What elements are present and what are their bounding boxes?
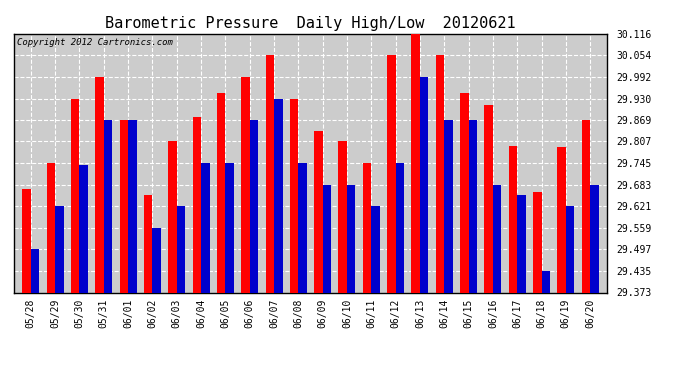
Bar	[509, 146, 518, 292]
Bar	[395, 163, 404, 292]
Bar	[420, 77, 428, 292]
Bar	[22, 189, 31, 292]
Bar	[363, 163, 371, 292]
Bar	[201, 163, 210, 292]
Bar	[323, 184, 331, 292]
Bar	[55, 206, 63, 292]
Bar	[484, 105, 493, 292]
Bar	[168, 141, 177, 292]
Bar	[436, 56, 444, 292]
Bar	[542, 271, 550, 292]
Bar	[226, 163, 234, 292]
Bar	[314, 130, 323, 292]
Bar	[47, 163, 55, 292]
Bar	[193, 117, 201, 292]
Bar	[566, 206, 574, 292]
Bar	[250, 120, 258, 292]
Bar	[79, 165, 88, 292]
Bar	[558, 147, 566, 292]
Bar	[177, 206, 185, 292]
Bar	[371, 206, 380, 292]
Bar	[152, 228, 161, 292]
Bar	[493, 184, 502, 292]
Bar	[387, 56, 395, 292]
Bar	[582, 120, 590, 292]
Bar	[95, 77, 104, 292]
Bar	[347, 184, 355, 292]
Bar	[290, 99, 298, 292]
Bar	[339, 141, 347, 292]
Bar	[274, 99, 282, 292]
Bar	[518, 195, 526, 292]
Title: Barometric Pressure  Daily High/Low  20120621: Barometric Pressure Daily High/Low 20120…	[105, 16, 516, 31]
Bar	[469, 120, 477, 292]
Bar	[533, 192, 542, 292]
Bar	[71, 99, 79, 292]
Bar	[128, 120, 137, 292]
Bar	[217, 93, 226, 292]
Bar	[119, 120, 128, 292]
Bar	[241, 77, 250, 292]
Bar	[104, 120, 112, 292]
Bar	[444, 120, 453, 292]
Bar	[266, 56, 274, 292]
Text: Copyright 2012 Cartronics.com: Copyright 2012 Cartronics.com	[17, 38, 172, 46]
Bar	[31, 249, 39, 292]
Bar	[411, 34, 420, 292]
Bar	[144, 195, 152, 292]
Bar	[460, 93, 469, 292]
Bar	[590, 184, 599, 292]
Bar	[298, 163, 307, 292]
